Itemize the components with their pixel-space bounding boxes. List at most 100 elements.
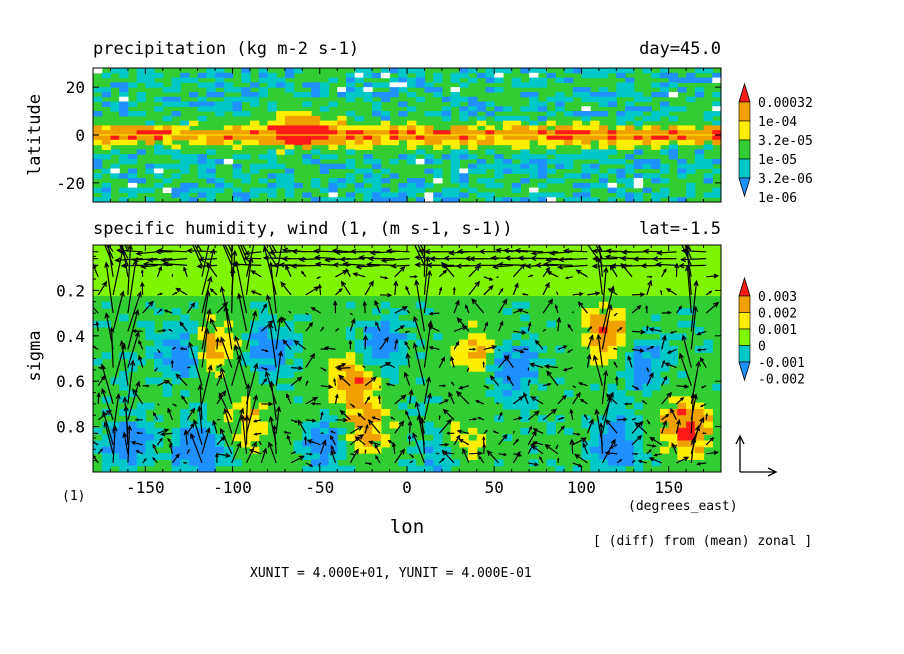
precip-cell (119, 68, 129, 74)
wind-arrow (355, 264, 381, 270)
humidity-cell (180, 364, 190, 372)
humidity-cell (345, 301, 356, 309)
humidity-cell (250, 446, 260, 454)
humidity-cell (686, 408, 696, 416)
wind-arrow (569, 438, 575, 454)
humidity-cell (476, 245, 487, 252)
humidity-cell (502, 358, 513, 366)
wind-arrow (406, 309, 411, 314)
precip-cell (581, 168, 591, 174)
humidity-cell (328, 396, 338, 404)
humidity-cell (171, 440, 181, 448)
precip-cell (590, 149, 600, 155)
humidity-cell (441, 465, 452, 472)
precip-cell (223, 106, 234, 112)
humidity-cell (380, 358, 391, 366)
humidity-cell (380, 333, 391, 341)
wind-arrow (620, 262, 633, 278)
humidity-cell (136, 402, 146, 410)
precip-cell (284, 168, 295, 174)
precip-cell (328, 197, 338, 202)
precip-cell (180, 187, 190, 194)
humidity-cell (311, 465, 321, 472)
humidity-cell (659, 270, 670, 278)
precip-cell (468, 125, 478, 131)
humidity-cell (633, 358, 644, 366)
humidity-cell (354, 402, 364, 410)
precip-cell (188, 91, 199, 98)
precip-cell (520, 158, 530, 165)
humidity-cell (424, 282, 434, 290)
humidity-cell (354, 289, 364, 297)
precip-cell (415, 72, 426, 79)
humidity-cell (110, 446, 120, 454)
precip-cell (171, 192, 181, 198)
humidity-cell (651, 251, 661, 259)
precip-cell (93, 68, 103, 74)
humidity-cell (450, 245, 460, 252)
precip-cell (494, 72, 504, 79)
precip-cell (389, 77, 399, 83)
precip-cell (703, 158, 713, 165)
humidity-cell (258, 371, 269, 379)
humidity-cell (154, 289, 164, 297)
wind-arrow (349, 248, 381, 255)
wind-arrow (428, 311, 440, 316)
precip-cell (668, 144, 678, 150)
precip-cell (633, 182, 644, 189)
precip-cell (502, 158, 513, 165)
wind-arrow (170, 359, 174, 368)
humidity-cell (197, 465, 207, 472)
humidity-cell (389, 345, 399, 353)
precip-cell (101, 168, 112, 174)
precip-cell (703, 163, 713, 170)
humidity-cell (616, 314, 626, 322)
wind-arrow (665, 288, 677, 296)
precip-cell (642, 139, 652, 146)
wind-arrow (690, 279, 699, 332)
humidity-cell (555, 465, 565, 472)
precip-cell (250, 91, 260, 98)
wind-arrow (342, 261, 366, 267)
precip-cell (659, 192, 670, 198)
humidity-cell (633, 402, 644, 410)
humidity-cell (302, 453, 312, 460)
humidity-cell (424, 421, 434, 429)
wind-arrow (631, 418, 637, 421)
wind-arrow (260, 447, 268, 464)
precip-cell (319, 125, 330, 131)
humidity-cell (633, 245, 644, 252)
precip-cell (223, 87, 234, 93)
humidity-cell (345, 383, 356, 391)
precip-cell (363, 125, 373, 131)
humidity-cell (215, 358, 225, 366)
humidity-cell (276, 282, 286, 290)
humidity-cell (110, 276, 120, 284)
humidity-cell (529, 270, 539, 278)
precip-cell (110, 68, 120, 74)
humidity-cell (616, 282, 626, 290)
precip-cell (459, 135, 469, 141)
precip-cell (677, 87, 687, 93)
humidity-cell (241, 333, 251, 341)
humidity-cell (232, 251, 242, 259)
precip-cell (302, 154, 312, 160)
wind-arrow (197, 405, 203, 434)
humidity-cell (241, 402, 251, 410)
precip-cell (162, 163, 173, 170)
humidity-cell (171, 358, 181, 366)
wind-arrow (320, 439, 327, 455)
humidity-cell (171, 320, 181, 328)
humidity-cell (677, 446, 687, 454)
precip-cell (319, 135, 330, 141)
wind-arrow (330, 430, 336, 434)
humidity-cell (424, 245, 434, 252)
precip-cell (363, 154, 373, 160)
wind-arrow (448, 391, 455, 405)
humidity-cell (668, 276, 678, 284)
precip-cell (319, 106, 330, 112)
humidity-cell (389, 333, 399, 341)
precip-cell (529, 163, 539, 170)
humidity-cell (372, 402, 382, 410)
precip-cell (232, 135, 242, 141)
